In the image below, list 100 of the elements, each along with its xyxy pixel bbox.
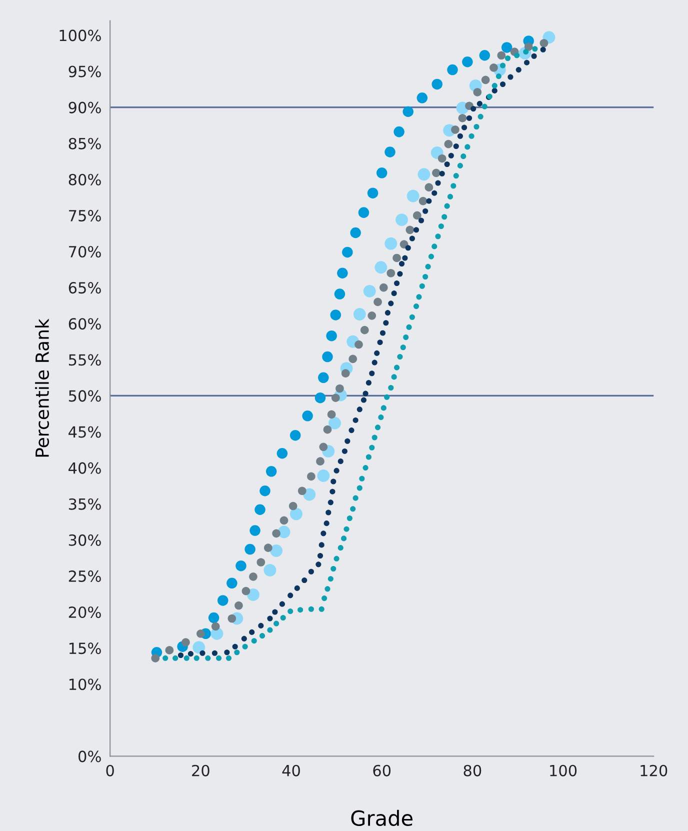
x-axis-title: Grade [351, 810, 412, 826]
point [374, 261, 388, 274]
point [360, 326, 369, 334]
y-tick-label: 60% [68, 318, 101, 330]
point [236, 560, 246, 572]
point [479, 50, 490, 61]
point [416, 92, 428, 104]
point [316, 457, 324, 466]
y-tick-label: 25% [68, 570, 101, 582]
point [384, 237, 398, 250]
point [432, 78, 442, 90]
point [330, 310, 342, 320]
point [341, 369, 350, 378]
y-tick-label: 20% [68, 606, 101, 618]
point [272, 529, 280, 538]
point [432, 168, 440, 178]
point [481, 76, 490, 84]
point [217, 595, 228, 606]
point [336, 384, 344, 393]
point [314, 392, 326, 404]
point [342, 246, 353, 258]
point [384, 146, 396, 158]
point [462, 56, 473, 68]
point [326, 330, 337, 342]
point [246, 588, 260, 601]
point [438, 154, 446, 163]
y-tick-label: 0% [78, 750, 101, 762]
point [254, 504, 266, 516]
point [490, 63, 498, 72]
point [264, 544, 272, 552]
point [244, 544, 256, 555]
y-tick-label: 75% [69, 210, 101, 222]
point [473, 88, 482, 96]
point [540, 38, 548, 48]
point [288, 502, 298, 510]
point [208, 612, 220, 624]
point [250, 525, 260, 536]
point [303, 488, 316, 501]
point [226, 578, 238, 589]
point [318, 372, 329, 384]
point [151, 654, 160, 662]
point [317, 470, 330, 482]
point [354, 340, 363, 349]
x-tick-label: 120 [640, 764, 668, 776]
point [418, 196, 428, 206]
point [182, 638, 190, 646]
y-tick-label: 40% [68, 462, 101, 474]
point [363, 284, 376, 298]
y-tick-label: 100% [60, 30, 101, 42]
point [290, 508, 302, 520]
point [327, 410, 336, 419]
point [386, 268, 396, 278]
point [413, 211, 422, 220]
point [392, 254, 401, 262]
y-tick-label: 45% [68, 426, 101, 438]
y-tick-label: 10% [69, 678, 101, 690]
point [350, 227, 361, 238]
point [334, 288, 346, 300]
x-tick-label: 100 [550, 764, 577, 776]
point [192, 641, 206, 654]
point [249, 572, 258, 581]
y-tick-label: 85% [68, 138, 101, 150]
point [228, 614, 236, 623]
point [276, 448, 288, 459]
point [256, 558, 266, 566]
y-axis-title: Percentile Rank [35, 318, 50, 457]
point [331, 394, 340, 402]
point [348, 354, 358, 364]
point [447, 64, 458, 76]
x-tick-label: 20 [192, 764, 210, 776]
y-tick-label: 90% [68, 102, 101, 114]
point [367, 188, 378, 198]
point [165, 646, 174, 654]
y-tick-label: 55% [68, 354, 101, 366]
point [337, 268, 348, 279]
point [322, 351, 333, 362]
point [451, 125, 460, 134]
point [211, 622, 220, 631]
point [290, 430, 301, 441]
x-tick-label: 80 [464, 764, 482, 776]
point [394, 126, 404, 138]
point [280, 516, 288, 525]
y-tick-label: 35% [68, 498, 101, 510]
point [266, 466, 277, 477]
point [374, 298, 382, 306]
point [270, 544, 283, 557]
point [406, 226, 414, 234]
point [444, 140, 453, 148]
point [328, 416, 341, 430]
point [234, 601, 243, 610]
point [319, 442, 328, 452]
point [323, 425, 332, 434]
point [424, 183, 434, 192]
x-tick-label: 60 [373, 764, 391, 776]
point [307, 472, 316, 481]
point [242, 586, 250, 596]
point [524, 42, 533, 51]
y-tick-label: 95% [68, 66, 101, 78]
point [418, 168, 430, 181]
x-tick-label: 40 [282, 764, 300, 776]
